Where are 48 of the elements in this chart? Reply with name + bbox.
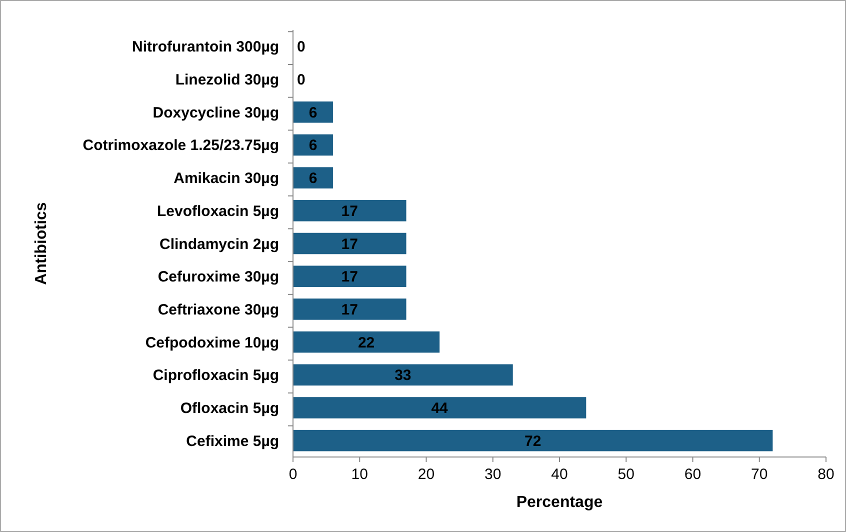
data-label: 17 bbox=[341, 268, 358, 286]
x-tick-label: 50 bbox=[618, 466, 634, 483]
data-label: 72 bbox=[524, 432, 542, 450]
x-axis-title: Percentage bbox=[516, 494, 603, 511]
bar bbox=[293, 101, 333, 123]
y-tick-label: Clindamycin 2µg bbox=[159, 236, 279, 253]
y-tick-label: Cefpodoxime 10µg bbox=[145, 334, 279, 352]
y-tick-label: Ofloxacin 5µg bbox=[180, 400, 279, 417]
y-tick-label: Linezolid 30µg bbox=[175, 72, 279, 89]
y-tick-label: Ceftriaxone 30µg bbox=[158, 301, 279, 318]
bar bbox=[293, 331, 440, 353]
data-label: 0 bbox=[297, 72, 306, 89]
data-label: 17 bbox=[341, 301, 358, 318]
data-label: 6 bbox=[308, 104, 318, 122]
bar bbox=[293, 266, 406, 287]
data-label: 17 bbox=[341, 236, 358, 253]
x-tick-label: 60 bbox=[684, 466, 702, 483]
x-tick-label: 30 bbox=[484, 466, 502, 483]
data-label: 44 bbox=[431, 400, 449, 417]
y-tick-label: Cotrimoxazole 1.25/23.75µg bbox=[82, 137, 279, 154]
data-label: 6 bbox=[308, 170, 318, 188]
x-tick-label: 40 bbox=[551, 466, 568, 483]
data-label: 17 bbox=[341, 202, 358, 220]
bar bbox=[293, 167, 333, 188]
x-tick-label: 10 bbox=[351, 466, 368, 483]
bar bbox=[293, 298, 406, 320]
y-tick-label: Levofloxacin 5µg bbox=[156, 202, 279, 220]
y-axis-title: Antibiotics bbox=[33, 202, 50, 285]
y-tick-label: Ciprofloxacin 5µg bbox=[152, 367, 279, 384]
y-tick-label: Cefuroxime 30µg bbox=[158, 268, 279, 286]
y-tick-label: Doxycycline 30µg bbox=[152, 104, 279, 122]
bar bbox=[293, 134, 333, 156]
y-tick-label: Nitrofurantoin 300µg bbox=[132, 38, 279, 56]
data-label: 6 bbox=[308, 137, 318, 154]
bar bbox=[293, 232, 406, 254]
bar bbox=[293, 397, 586, 418]
y-tick-label: Amikacin 30µg bbox=[174, 170, 279, 188]
data-label: 33 bbox=[394, 367, 412, 384]
x-tick-label: 0 bbox=[288, 466, 298, 483]
data-label: 22 bbox=[358, 334, 375, 352]
bar bbox=[293, 364, 513, 386]
x-tick-label: 70 bbox=[751, 466, 768, 483]
data-label: 0 bbox=[297, 38, 306, 56]
x-tick-label: 20 bbox=[418, 466, 435, 483]
y-tick-label: Cefixime 5µg bbox=[186, 432, 279, 450]
bar bbox=[293, 430, 773, 452]
bar bbox=[293, 200, 406, 222]
x-tick-label: 80 bbox=[818, 466, 834, 483]
